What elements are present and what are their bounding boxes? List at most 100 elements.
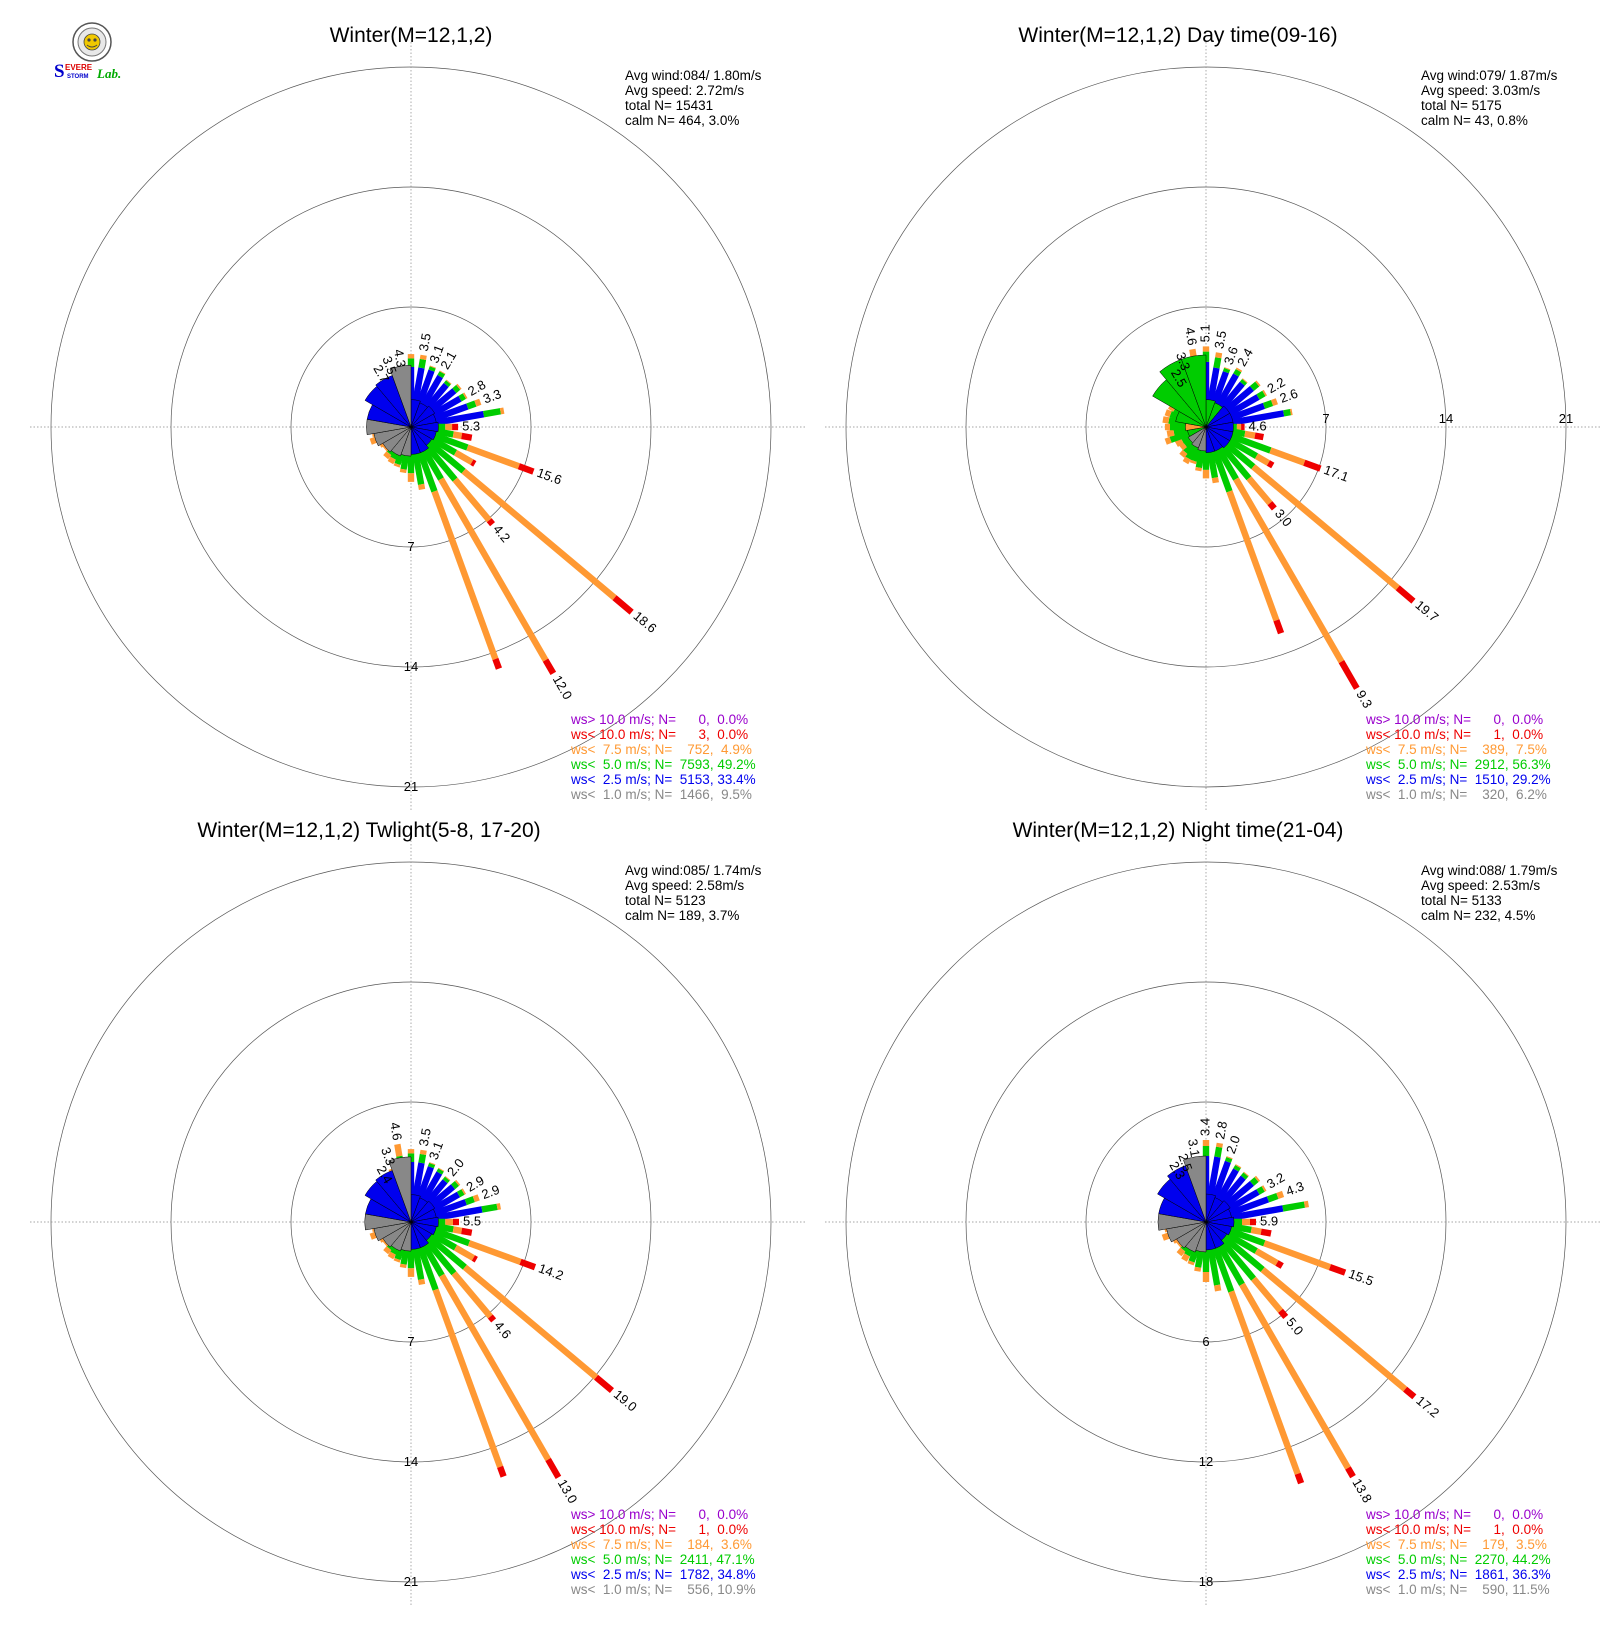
petal-segment-lt5_0 xyxy=(1221,1225,1266,1247)
petal-value-label: 2.8 xyxy=(1212,1120,1230,1140)
petal-segment-lt7_5 xyxy=(387,456,396,465)
petal-segment-lt10 xyxy=(1273,619,1285,635)
petal-segment-lt7_5 xyxy=(461,1188,466,1195)
legend-entry-gt10: ws> 10.0 m/s; N= 0, 0.0% xyxy=(1365,1507,1543,1522)
petal-segment-lt7_5 xyxy=(1251,1276,1283,1313)
wind-rose-panel-winter-all: Winter(M=12,1,2) Avg wind:084/ 1.80m/s A… xyxy=(30,24,806,812)
petal-segment-lt7_5 xyxy=(456,383,462,390)
svg-text:EVERE: EVERE xyxy=(65,63,93,72)
petal-segment-lt5_0 xyxy=(1208,442,1233,493)
petal-segment-lt7_5 xyxy=(1216,1142,1223,1148)
stat-avg-speed: Avg speed: 2.53m/s xyxy=(1421,878,1540,893)
petal-segment-lt5_0 xyxy=(418,358,427,369)
petal-segment-lt5_0 xyxy=(428,366,436,372)
plot-area xyxy=(30,837,806,1607)
legend-entry-lt5_0: ws< 5.0 m/s; N= 2411, 47.1% xyxy=(570,1552,755,1567)
petal-segment-lt7_5 xyxy=(1161,1232,1170,1241)
petal-value-label: 4.6 xyxy=(1182,326,1200,346)
legend-entry-lt5_0: ws< 5.0 m/s; N= 2270, 44.2% xyxy=(1365,1552,1551,1567)
petal-value-label: 2.9 xyxy=(479,1182,501,1202)
petal-segment-lt5_0 xyxy=(413,442,438,493)
petal-segment-lt5_0 xyxy=(427,1162,436,1169)
legend-entry-gt10: ws> 10.0 m/s; N= 0, 0.0% xyxy=(570,1507,748,1522)
wind-rose-panel-winter-night: Winter(M=12,1,2) Night time(21-04) Avg w… xyxy=(825,819,1601,1607)
svg-text:S: S xyxy=(54,61,65,82)
petal-value-label: 3.5 xyxy=(416,332,434,352)
petal-segment-lt5_0 xyxy=(458,393,466,402)
petal-segment-lt10 xyxy=(1254,432,1264,441)
petal-segment-lt7_5 xyxy=(1255,380,1261,387)
legend-entry-gt10: ws> 10.0 m/s; N= 0, 0.0% xyxy=(1365,712,1543,727)
petal-segment-lt7_5 xyxy=(1164,436,1172,445)
petal-segment-lt5_0 xyxy=(436,1168,444,1175)
stat-total-n: total N= 5123 xyxy=(625,893,706,908)
petal-segment-lt7_5 xyxy=(1260,1267,1408,1392)
petal-segment-lt5_0 xyxy=(442,1176,450,1184)
calm-wedge xyxy=(1183,1155,1207,1223)
calm-wedge xyxy=(410,426,437,441)
petal-segment-lt7_5 xyxy=(1195,467,1202,472)
panel-title: Winter(M=12,1,2) xyxy=(330,24,493,47)
petal-segment-lt10 xyxy=(487,1314,497,1323)
wind-rose-panel-winter-day: Winter(M=12,1,2) Day time(09-16) Avg win… xyxy=(825,24,1601,812)
petal-segment-lt7_5 xyxy=(407,354,415,359)
ring-label: 21 xyxy=(404,779,418,794)
petal-segment-lt7_5 xyxy=(1244,430,1256,439)
petal-segment-lt10 xyxy=(612,595,634,615)
petal-value-label: 4.6 xyxy=(491,1318,514,1341)
petal-segment-lt7_5 xyxy=(1202,469,1210,479)
stat-avg-wind: Avg wind:088/ 1.79m/s xyxy=(1421,863,1558,878)
petal-segment-lt7_5 xyxy=(1164,423,1170,431)
petal-segment-lt7_5 xyxy=(439,1273,551,1462)
petal-segment-lt10 xyxy=(1294,1472,1305,1485)
ring-label: 7 xyxy=(1322,411,1329,426)
petal-segment-lt5_0 xyxy=(1233,369,1242,377)
petal-value-label: 3.3 xyxy=(1173,350,1193,372)
petal-segment-lt7_5 xyxy=(1303,1200,1309,1208)
petal-segment-lt5_0 xyxy=(1214,1146,1223,1158)
legend-entry-lt10: ws< 10.0 m/s; N= 1, 0.0% xyxy=(570,1522,748,1537)
petal-segment-lt7_5 xyxy=(393,463,401,468)
calm-wedge xyxy=(388,1156,412,1223)
stat-avg-speed: Avg speed: 2.58m/s xyxy=(625,878,744,893)
petal-segment-lt5_0 xyxy=(452,384,461,394)
petal-segment-lt7_5 xyxy=(474,398,482,407)
petal-segment-lt7_5 xyxy=(1289,408,1293,416)
plot-area xyxy=(825,837,1601,1607)
petal-segment-lt5_0 xyxy=(466,400,477,410)
petal-value-label: 3.2 xyxy=(1264,1170,1287,1192)
petal-segment-lt7_5 xyxy=(383,451,392,460)
lab-wordmark: S EVERE STORM Lab. xyxy=(54,61,121,82)
petal-segment-lt7_5 xyxy=(1214,1284,1222,1292)
petal-segment-lt5_0 xyxy=(1249,381,1260,391)
petal-value-label: 15.6 xyxy=(535,465,564,488)
petal-150deg xyxy=(408,425,557,675)
petal-segment-lt7_5 xyxy=(454,1179,461,1186)
petal-value-label: 2.5 xyxy=(1175,1151,1195,1173)
petal-segment-lt5_0 xyxy=(1213,436,1252,481)
petal-segment-lt10 xyxy=(497,1465,507,1478)
calm-wedge xyxy=(1181,354,1207,428)
petal-segment-lt5_0 xyxy=(1209,1237,1235,1293)
legend-entry-gt10: ws> 10.0 m/s; N= 0, 0.0% xyxy=(570,712,748,727)
petal-value-label: 3.1 xyxy=(426,343,446,365)
petal-segment-lt7_5 xyxy=(432,1288,504,1468)
calm-wedge xyxy=(410,1216,439,1228)
petal-segment-lt10 xyxy=(461,1227,473,1236)
petal-segment-lt5_0 xyxy=(426,429,469,451)
petal-segment-lt7_5 xyxy=(1254,1175,1261,1182)
petal-value-label: 3.1 xyxy=(1185,1138,1203,1158)
stat-avg-speed: Avg speed: 2.72m/s xyxy=(625,83,744,98)
plot-area xyxy=(825,42,1601,812)
petal-segment-lt5_0 xyxy=(1233,1165,1241,1172)
petal-segment-lt10 xyxy=(1328,1264,1347,1276)
petal-segment-lt7_5 xyxy=(1166,429,1175,437)
petal-segment-lt7_5 xyxy=(445,423,453,431)
petal-value-label: 4.2 xyxy=(490,522,513,545)
calm-wedge xyxy=(410,405,436,428)
petal-value-label: 2.6 xyxy=(1278,386,1300,406)
petal-segment-lt7_5 xyxy=(407,1149,415,1154)
petal-segment-lt10 xyxy=(471,1255,478,1263)
petal-segment-lt5_0 xyxy=(407,358,415,367)
stat-total-n: total N= 15431 xyxy=(625,98,713,113)
